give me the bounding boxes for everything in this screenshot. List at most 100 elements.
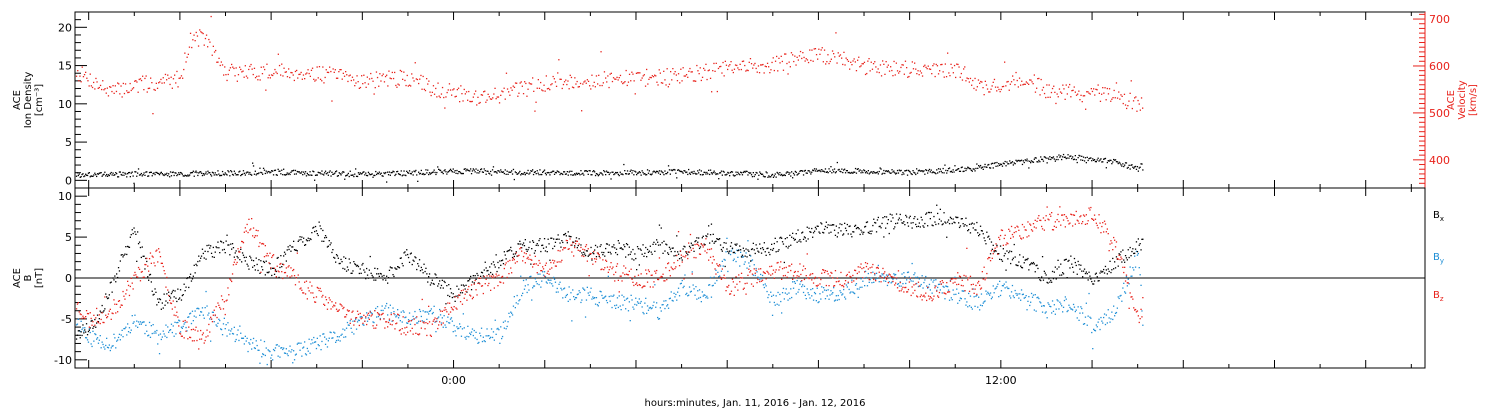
by-point — [1096, 326, 1098, 328]
by-point — [544, 276, 547, 278]
bz-point — [459, 294, 461, 296]
density-point — [1042, 160, 1045, 162]
bz-point — [165, 286, 167, 288]
bz-point — [93, 314, 95, 316]
by-point — [835, 295, 837, 297]
velocity-point — [651, 75, 653, 77]
density-point — [358, 173, 360, 175]
bz-point — [219, 306, 221, 309]
velocity-point — [1015, 71, 1017, 74]
density-point — [522, 173, 525, 175]
bx-point — [671, 247, 673, 249]
velocity-point — [657, 84, 659, 86]
density-point — [907, 169, 910, 172]
bz-point — [453, 306, 455, 308]
by-point — [168, 331, 170, 333]
density-point — [418, 173, 421, 175]
by-point — [220, 328, 223, 331]
density-point — [407, 171, 409, 174]
density-point — [1043, 156, 1045, 158]
by-point — [306, 347, 308, 350]
velocity-point — [883, 63, 885, 65]
density-point — [406, 170, 408, 172]
by-point — [999, 280, 1001, 282]
density-point — [921, 170, 923, 172]
density-point — [870, 171, 872, 173]
bx-point — [137, 231, 139, 233]
density-point — [103, 173, 105, 175]
velocity-point — [916, 73, 918, 75]
density-point — [828, 168, 830, 170]
density-point — [896, 169, 899, 172]
density-point — [567, 174, 569, 176]
bx-point — [740, 256, 743, 258]
bx-point — [314, 225, 317, 228]
bz-point — [121, 304, 123, 306]
velocity-point — [122, 82, 124, 85]
bx-point — [77, 330, 79, 332]
by-point — [1028, 296, 1030, 298]
bx-point — [627, 254, 630, 256]
bx-point — [449, 295, 451, 298]
bz-point — [85, 316, 87, 318]
bx-point — [115, 281, 117, 283]
bx-point — [1080, 264, 1082, 266]
velocity-point — [237, 74, 240, 76]
velocity-point — [418, 82, 420, 85]
bz-point — [275, 276, 277, 278]
velocity-point — [1031, 81, 1033, 83]
density-point — [701, 174, 703, 176]
velocity-point — [1127, 105, 1129, 107]
bz-point — [210, 318, 213, 320]
bz-point — [178, 325, 180, 327]
by-point — [290, 351, 292, 353]
by-point — [1097, 321, 1099, 323]
density-point — [1100, 158, 1102, 160]
density-point — [787, 171, 789, 173]
density-point — [455, 172, 457, 174]
by-point — [280, 347, 282, 349]
by-point — [293, 359, 296, 361]
bz-point — [355, 317, 358, 319]
velocity-point — [695, 80, 697, 82]
velocity-point — [138, 78, 140, 81]
bx-point — [1019, 254, 1021, 256]
density-point — [1057, 158, 1059, 161]
bx-point — [450, 292, 453, 294]
by-point — [592, 296, 594, 298]
bz-point — [220, 295, 223, 297]
velocity-point — [590, 88, 592, 90]
density-point — [822, 170, 824, 172]
by-point — [1059, 301, 1061, 303]
density-point — [420, 169, 422, 172]
density-point — [362, 171, 364, 173]
velocity-point — [853, 58, 855, 60]
bz-point — [404, 327, 406, 329]
by-point — [1010, 291, 1013, 293]
bx-point — [741, 254, 744, 256]
density-point — [688, 172, 691, 174]
by-point — [764, 283, 766, 285]
by-point — [314, 341, 316, 343]
by-point — [381, 305, 383, 307]
by-point — [993, 292, 995, 294]
bx-point — [715, 240, 717, 242]
velocity-point — [501, 90, 503, 92]
density-point — [545, 174, 547, 176]
by-point — [555, 291, 557, 293]
by-point — [370, 312, 372, 314]
bx-point — [1022, 256, 1024, 258]
density-point — [519, 170, 521, 173]
by-point — [951, 299, 953, 301]
bx-point — [194, 272, 196, 274]
velocity-point — [947, 52, 949, 54]
bx-point — [882, 217, 884, 219]
bx-point — [615, 248, 618, 250]
velocity-point — [276, 72, 278, 75]
bx-point — [1128, 256, 1130, 259]
bx-point — [144, 268, 146, 270]
density-point — [335, 171, 337, 173]
density-point — [868, 173, 870, 175]
bx-point — [407, 253, 409, 256]
bx-point — [78, 330, 80, 332]
